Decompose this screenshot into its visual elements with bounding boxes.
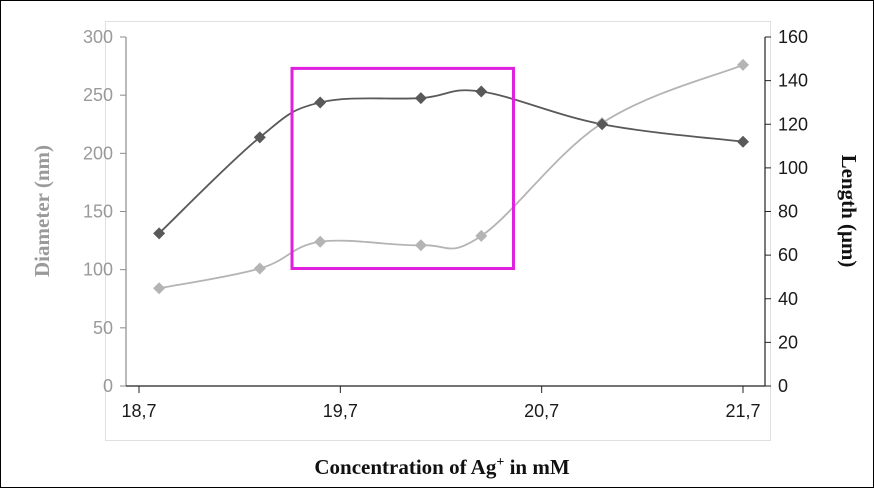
x-axis-title: Concentration of Ag+ in mM [314,455,569,479]
x-tick-label: 19,7 [323,401,358,421]
axes [120,36,771,393]
y-left-tick-label: 300 [83,27,113,47]
diameter-data-point [737,58,749,71]
x-axis-title-suffix: in mM [504,455,570,479]
y-left-tick-label: 50 [93,318,113,338]
highlight-box [290,66,515,271]
x-axis-title-main: Concentration of Ag [314,455,496,479]
y-left-tick-label: 150 [83,202,113,222]
y-right-tick-label: 80 [778,202,798,222]
y-right-tick-label: 60 [778,245,798,265]
diameter-data-point [475,229,488,242]
x-tick-label: 18,7 [121,401,156,421]
diameter-series-line [158,64,744,290]
length-data-point [153,227,166,240]
x-tick-label: 21,7 [725,401,760,421]
y-left-tick-label: 100 [83,260,113,280]
y-axis-right-title: Length (μm) [837,155,861,268]
y-right-tick-label: 160 [778,27,808,47]
highlight-group [290,66,515,271]
y-right-tick-label: 140 [778,71,808,91]
diameter-data-point [314,235,327,248]
series-lines [158,64,744,290]
y-left-tick-label: 200 [83,143,113,163]
y-left-tick-label: 250 [83,85,113,105]
tick-labels: 0 50 100 150 200 250 300 0 20 40 60 80 100 120 140 160 1… [83,27,808,421]
plot-area [105,21,771,441]
length-data-point [314,96,327,109]
diameter-data-point [414,239,427,252]
x-axis-title-superscript: + [496,455,504,470]
y-axis-left-title: Diameter (nm) [30,145,54,277]
y-right-tick-label: 0 [778,376,788,396]
diameter-data-point [153,282,166,295]
length-series-line [158,89,744,234]
y-right-tick-label: 20 [778,332,798,352]
x-tick-label: 20,7 [524,401,559,421]
length-data-point [737,135,749,148]
length-data-point [414,92,427,105]
y-right-tick-label: 120 [778,114,808,134]
y-right-tick-label: 100 [778,158,808,178]
length-data-point [596,118,609,131]
y-left-tick-label: 0 [103,376,113,396]
length-data-point [475,85,488,98]
diameter-data-point [253,262,266,275]
y-right-tick-label: 40 [778,289,798,309]
